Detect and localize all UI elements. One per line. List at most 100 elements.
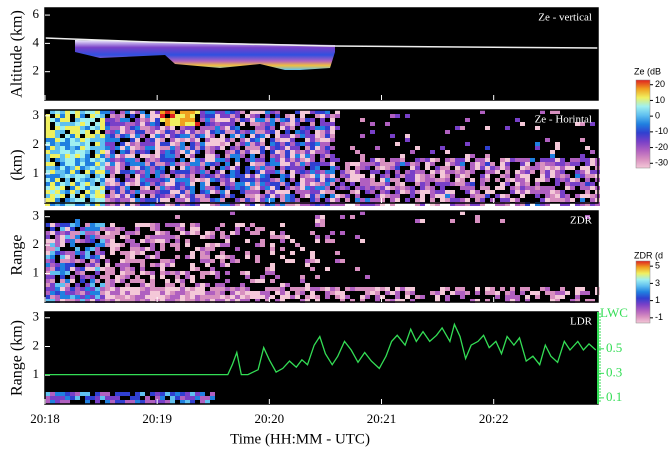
radar-texture: [590, 174, 595, 178]
radar-texture: [90, 110, 95, 114]
radar-texture: [60, 295, 65, 299]
radar-texture: [120, 243, 125, 247]
radar-texture: [240, 190, 245, 194]
radar-texture: [430, 202, 435, 206]
radar-texture: [185, 231, 190, 235]
radar-texture: [105, 186, 110, 190]
radar-texture: [85, 134, 90, 138]
radar-texture: [260, 122, 265, 126]
radar-texture: [135, 291, 140, 295]
radar-texture: [405, 134, 410, 138]
radar-texture: [180, 392, 185, 396]
radar-texture: [55, 198, 60, 202]
radar-texture: [535, 291, 540, 295]
radar-texture: [480, 178, 485, 182]
radar-texture: [65, 283, 70, 287]
radar-texture: [250, 146, 255, 150]
radar-texture: [80, 154, 85, 158]
radar-texture: [120, 227, 125, 231]
radar-texture: [135, 174, 140, 178]
radar-texture: [300, 299, 305, 303]
radar-texture: [50, 170, 55, 174]
radar-texture: [575, 194, 580, 198]
radar-texture: [440, 186, 445, 190]
radar-texture: [405, 114, 410, 118]
radar-texture: [390, 114, 395, 118]
radar-texture: [190, 295, 195, 299]
radar-texture: [540, 202, 545, 206]
radar-texture: [330, 239, 335, 243]
radar-texture: [90, 396, 95, 400]
radar-texture: [545, 287, 550, 291]
radar-texture: [420, 202, 425, 206]
radar-texture: [220, 263, 225, 267]
radar-texture: [55, 400, 60, 404]
radar-texture: [335, 194, 340, 198]
radar-texture: [145, 170, 150, 174]
radar-texture: [210, 114, 215, 118]
radar-texture: [415, 198, 420, 202]
radar-texture: [270, 158, 275, 162]
radar-texture: [195, 283, 200, 287]
radar-texture: [55, 235, 60, 239]
radar-texture: [540, 110, 545, 114]
radar-texture: [70, 299, 75, 303]
radar-texture: [100, 194, 105, 198]
radar-texture: [105, 122, 110, 126]
radar-texture: [205, 174, 210, 178]
radar-texture: [135, 130, 140, 134]
radar-texture: [370, 170, 375, 174]
radar-texture: [205, 396, 210, 400]
radar-texture: [220, 110, 225, 114]
radar-texture: [100, 158, 105, 162]
radar-texture: [250, 231, 255, 235]
radar-texture: [150, 162, 155, 166]
radar-texture: [400, 182, 405, 186]
radar-texture: [495, 202, 500, 206]
radar-texture: [145, 299, 150, 303]
radar-texture: [370, 130, 375, 134]
radar-texture: [175, 142, 180, 146]
radar-texture: [85, 275, 90, 279]
radar-texture: [245, 114, 250, 118]
radar-texture: [560, 162, 565, 166]
radar-texture: [50, 202, 55, 206]
radar-texture: [55, 122, 60, 126]
radar-texture: [580, 154, 585, 158]
radar-texture: [125, 130, 130, 134]
radar-texture: [205, 255, 210, 259]
radar-texture: [290, 170, 295, 174]
radar-texture: [315, 126, 320, 130]
radar-texture: [320, 178, 325, 182]
radar-texture: [285, 118, 290, 122]
radar-texture: [135, 279, 140, 283]
radar-texture: [120, 295, 125, 299]
radar-texture: [260, 154, 265, 158]
radar-texture: [165, 190, 170, 194]
radar-texture: [240, 287, 245, 291]
radar-texture: [445, 295, 450, 299]
radar-texture: [435, 291, 440, 295]
radar-texture: [315, 287, 320, 291]
radar-texture: [195, 247, 200, 251]
radar-texture: [270, 110, 275, 114]
radar-texture: [130, 255, 135, 259]
radar-texture: [270, 247, 275, 251]
radar-texture: [210, 291, 215, 295]
radar-texture: [105, 146, 110, 150]
radar-texture: [115, 126, 120, 130]
radar-texture: [115, 198, 120, 202]
radar-texture: [200, 271, 205, 275]
radar-texture: [555, 170, 560, 174]
radar-texture: [365, 275, 370, 279]
radar-texture: [400, 158, 405, 162]
radar-texture: [395, 174, 400, 178]
radar-texture: [170, 114, 175, 118]
radar-texture: [325, 190, 330, 194]
radar-texture: [95, 287, 100, 291]
radar-texture: [235, 202, 240, 206]
radar-texture: [440, 182, 445, 186]
radar-texture: [300, 190, 305, 194]
radar-texture: [180, 158, 185, 162]
radar-texture: [290, 118, 295, 122]
